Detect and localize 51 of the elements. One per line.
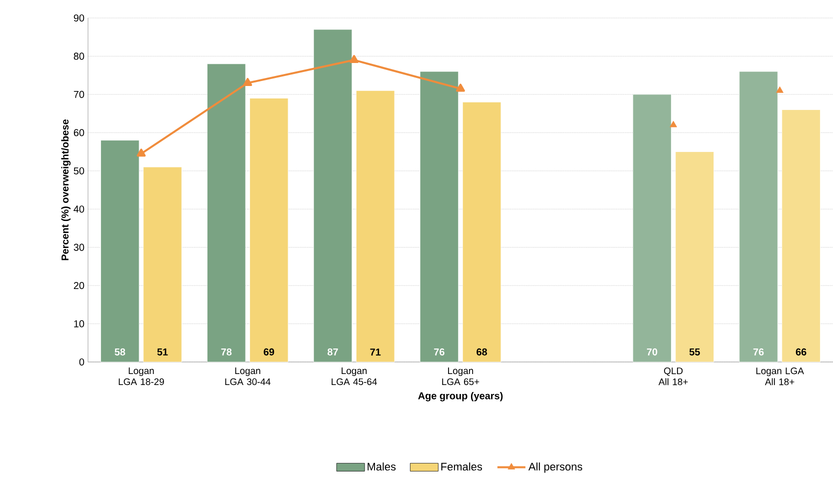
bar (313, 29, 352, 362)
x-tick-label: Logan LGA All 18+ (756, 368, 804, 386)
data-label: 70 (646, 348, 658, 356)
x-tick-label: QLD All 18+ (658, 368, 688, 386)
y-tick-label: 50 (74, 167, 84, 174)
x-tick-label: Logan LGA 45-64 (332, 368, 377, 386)
y-axis-title: Percent (%) overweight/obese (61, 119, 71, 260)
x-tick-label: Logan LGA 18-29 (118, 368, 164, 386)
bar (356, 90, 395, 362)
y-tick-label: 90 (74, 14, 84, 22)
data-label: 58 (114, 348, 126, 356)
bar (207, 64, 246, 362)
bar (782, 110, 820, 362)
data-label: 71 (370, 348, 381, 356)
bar (675, 152, 714, 362)
point (243, 78, 252, 86)
point (136, 148, 146, 157)
y-tick-label: 70 (74, 90, 84, 98)
legend-label: Males (368, 462, 396, 471)
y-tick-label: 80 (74, 52, 84, 60)
point (670, 120, 678, 128)
x-tick-label: Logan LGA 30-44 (225, 368, 271, 386)
data-label: 51 (157, 348, 168, 356)
point (776, 86, 784, 93)
y-tick-label: 10 (74, 320, 84, 328)
data-label: 76 (753, 348, 764, 356)
bar (420, 71, 459, 362)
data-label: 76 (434, 348, 444, 356)
data-label: 69 (264, 348, 274, 356)
data-label: 55 (689, 348, 700, 356)
y-tick-label: 30 (74, 244, 84, 251)
bar (100, 140, 140, 362)
bar (143, 166, 182, 362)
point (456, 84, 465, 92)
bar (462, 102, 502, 362)
bar (739, 71, 778, 362)
x-axis-title: Age group (years) (418, 392, 503, 402)
x-tick-label: Logan LGA 65+ (442, 368, 480, 386)
data-label: 87 (328, 348, 338, 356)
bar (632, 94, 672, 362)
data-label: 68 (476, 348, 488, 356)
point (350, 55, 359, 64)
legend-label: Females (441, 462, 482, 471)
y-tick-label: 20 (74, 282, 84, 290)
data-label: 78 (221, 348, 232, 356)
y-tick-label: 40 (74, 206, 84, 213)
data-label: 66 (796, 348, 806, 356)
y-tick-label: 0 (79, 358, 84, 366)
legend-label: All persons (528, 462, 582, 473)
bar (250, 98, 288, 362)
y-tick-label: 60 (74, 129, 84, 136)
